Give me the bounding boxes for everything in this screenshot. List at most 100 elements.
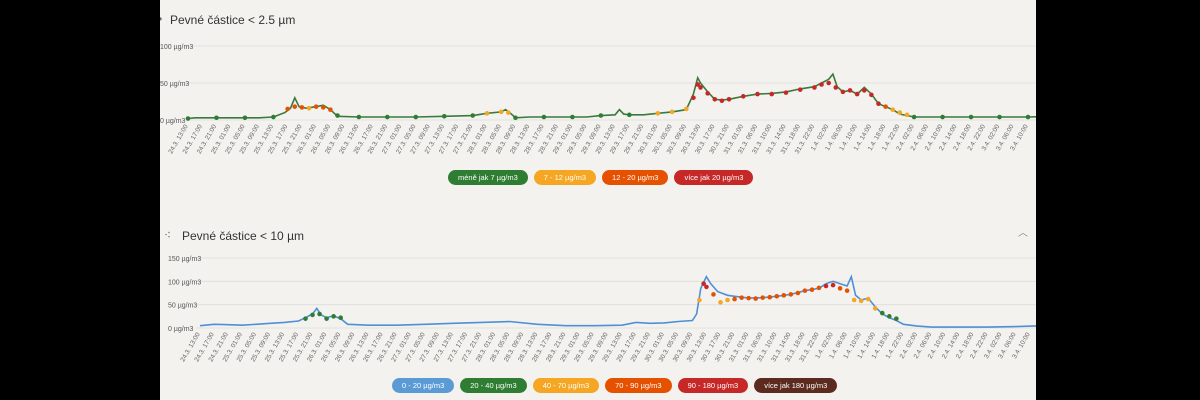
legend-item[interactable]: více jak 180 µg/m3	[754, 378, 838, 393]
data-point[interactable]	[753, 296, 758, 301]
data-point[interactable]	[413, 114, 419, 120]
data-point[interactable]	[313, 104, 319, 109]
data-point[interactable]	[242, 115, 248, 121]
data-point[interactable]	[701, 281, 706, 286]
data-point[interactable]	[847, 88, 853, 93]
data-point[interactable]	[328, 107, 333, 112]
data-point[interactable]	[712, 96, 718, 102]
data-point[interactable]	[797, 87, 803, 92]
data-point[interactable]	[879, 310, 885, 316]
data-point[interactable]	[816, 285, 822, 291]
data-point[interactable]	[684, 106, 689, 112]
legend-item[interactable]: 90 - 180 µg/m3	[677, 378, 749, 393]
data-point[interactable]	[854, 91, 860, 97]
data-point[interactable]	[598, 113, 604, 118]
data-point[interactable]	[725, 297, 730, 303]
legend-item[interactable]: 20 - 40 µg/m3	[460, 378, 527, 393]
data-point[interactable]	[767, 294, 773, 300]
data-point[interactable]	[285, 106, 290, 112]
data-point[interactable]	[705, 91, 710, 96]
data-point[interactable]	[732, 296, 737, 302]
data-point[interactable]	[292, 104, 298, 109]
data-point[interactable]	[718, 300, 723, 305]
data-point[interactable]	[968, 114, 974, 120]
data-point[interactable]	[711, 292, 716, 297]
data-point[interactable]	[755, 91, 760, 97]
data-point[interactable]	[214, 115, 219, 121]
legend-item[interactable]: 0 - 20 µg/m3	[392, 378, 455, 393]
data-point[interactable]	[306, 105, 312, 111]
data-point[interactable]	[669, 109, 675, 115]
data-point[interactable]	[997, 114, 1002, 120]
data-point[interactable]	[695, 82, 700, 87]
data-point[interactable]	[746, 295, 751, 301]
data-point[interactable]	[783, 90, 789, 95]
data-point[interactable]	[470, 113, 476, 118]
data-point[interactable]	[719, 98, 725, 104]
data-point[interactable]	[904, 112, 910, 118]
data-point[interactable]	[911, 114, 917, 120]
data-point[interactable]	[303, 316, 308, 321]
legend-item[interactable]: 12 - 20 µg/m3	[602, 170, 669, 185]
data-point[interactable]	[833, 85, 839, 90]
data-point[interactable]	[739, 295, 744, 300]
data-point[interactable]	[894, 316, 899, 321]
data-point[interactable]	[310, 312, 315, 318]
data-point[interactable]	[338, 315, 343, 321]
data-point[interactable]	[498, 109, 504, 115]
data-point[interactable]	[851, 297, 857, 303]
data-point[interactable]	[697, 297, 702, 303]
data-point[interactable]	[788, 292, 794, 297]
data-point[interactable]	[271, 114, 276, 120]
data-point[interactable]	[570, 114, 575, 120]
data-point[interactable]	[769, 91, 775, 97]
data-point[interactable]	[726, 96, 732, 102]
data-point[interactable]	[819, 82, 824, 87]
data-point[interactable]	[861, 88, 867, 93]
data-point[interactable]	[883, 104, 888, 109]
data-point[interactable]	[441, 114, 447, 119]
data-point[interactable]	[655, 111, 661, 116]
data-point[interactable]	[335, 113, 340, 118]
data-point[interactable]	[826, 80, 831, 86]
data-point[interactable]	[541, 114, 547, 120]
data-point[interactable]	[320, 105, 326, 110]
data-point[interactable]	[823, 283, 829, 289]
legend-item[interactable]: 40 - 70 µg/m3	[532, 378, 600, 393]
data-point[interactable]	[506, 110, 511, 115]
data-point[interactable]	[887, 314, 892, 319]
data-point[interactable]	[774, 293, 780, 299]
data-point[interactable]	[691, 95, 696, 101]
data-point[interactable]	[698, 85, 703, 90]
data-point[interactable]	[704, 284, 709, 290]
data-point[interactable]	[858, 298, 864, 304]
data-point[interactable]	[837, 286, 843, 291]
data-point[interactable]	[185, 116, 191, 121]
data-point[interactable]	[897, 110, 903, 115]
data-point[interactable]	[627, 112, 632, 118]
data-point[interactable]	[830, 282, 836, 288]
chevron-up-icon[interactable]: ︿	[1018, 228, 1028, 239]
data-point[interactable]	[890, 107, 896, 112]
data-point[interactable]	[876, 101, 881, 107]
data-point[interactable]	[760, 295, 766, 300]
data-point[interactable]	[299, 105, 305, 110]
data-point[interactable]	[356, 114, 362, 120]
data-point[interactable]	[844, 288, 850, 293]
legend-item[interactable]: 70 - 90 µg/m3	[605, 378, 672, 393]
data-point[interactable]	[802, 288, 808, 293]
data-point[interactable]	[317, 311, 322, 317]
data-point[interactable]	[872, 306, 878, 311]
data-point[interactable]	[840, 89, 846, 95]
data-point[interactable]	[1025, 114, 1031, 120]
legend-item[interactable]: více jak 20 µg/m3	[674, 170, 754, 185]
data-point[interactable]	[940, 114, 945, 120]
legend-item[interactable]: méně jak 7 µg/m3	[448, 170, 528, 185]
data-point[interactable]	[869, 92, 874, 98]
data-point[interactable]	[795, 290, 801, 296]
data-point[interactable]	[781, 293, 787, 298]
legend-item[interactable]: 7 - 12 µg/m3	[533, 170, 597, 185]
data-point[interactable]	[324, 316, 329, 321]
data-point[interactable]	[331, 314, 336, 319]
data-point[interactable]	[484, 111, 490, 116]
